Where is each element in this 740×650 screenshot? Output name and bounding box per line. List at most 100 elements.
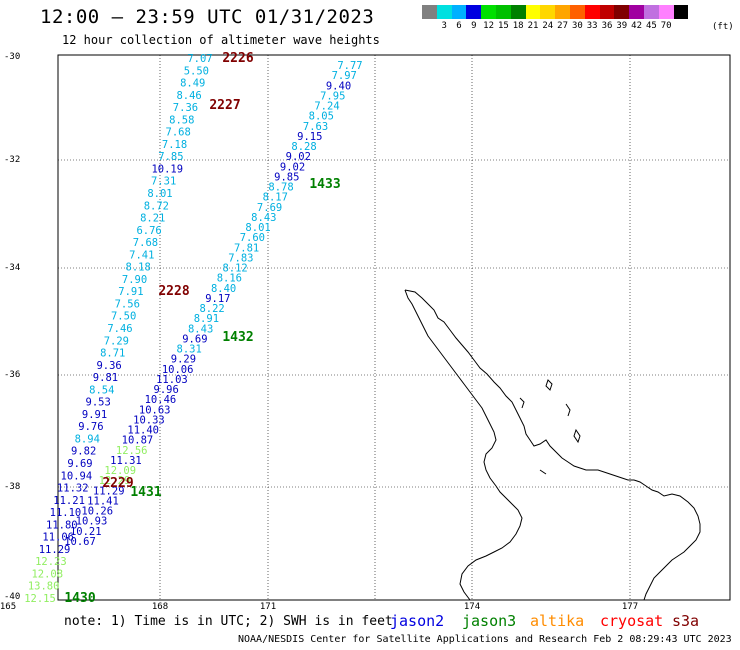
wave-height-value: 8.22 [199, 303, 224, 315]
satellite-jason3: jason3 [462, 612, 517, 630]
wave-height-value: 8.94 [75, 433, 100, 445]
legend-swatch [525, 5, 541, 19]
legend-swatch [495, 5, 511, 19]
legend-swatch [643, 5, 659, 19]
wave-height-value: 8.31 [177, 344, 202, 356]
wave-height-value: 12.56 [116, 445, 148, 457]
wave-height-value: 9.85 [274, 171, 299, 183]
wave-height-value: 9.82 [71, 446, 96, 458]
wave-height-value: 10.93 [76, 516, 108, 528]
legend-label: 36 [601, 21, 613, 31]
legend-label: 42 [631, 21, 643, 31]
pass-time-label: 1432 [222, 330, 253, 345]
coastline-new-zealand [404, 289, 701, 601]
pass-time-label: 1430 [64, 591, 95, 606]
legend-swatch [422, 5, 437, 19]
wave-height-value: 11.32 [57, 483, 89, 495]
wave-height-value: 8.43 [251, 212, 276, 224]
legend-label: 18 [512, 21, 524, 31]
wave-height-value: 12.09 [104, 465, 136, 477]
lat-label: -40 [4, 592, 21, 602]
legend-labels: 3 6 9 12 15 18 21 24 27 30 33 36 39 42 45 70 [422, 19, 688, 33]
legend-swatch [569, 5, 585, 19]
lat-label: -38 [4, 482, 21, 492]
wave-height-value: 8.43 [188, 323, 213, 335]
wave-height-value: 8.12 [222, 263, 247, 275]
legend-label: 27 [557, 21, 569, 31]
wave-height-value: 8.18 [126, 262, 151, 274]
wave-height-value: 5.50 [184, 65, 209, 77]
wave-height-value: 7.68 [166, 127, 191, 139]
legend-label: 39 [616, 21, 628, 31]
wave-height-value: 10.26 [81, 506, 113, 518]
wave-height-value: 12.15 [24, 593, 56, 605]
wave-height-value: 9.69 [67, 458, 92, 470]
color-legend: 3 6 9 12 15 18 21 24 27 30 33 36 39 42 45 70 (ft) [422, 5, 734, 33]
wave-height-value: 8.54 [89, 384, 114, 396]
legend-label: 70 [660, 21, 672, 31]
legend-label: 9 [471, 21, 477, 31]
pass-time-label: 1433 [309, 177, 340, 192]
legend-label: 45 [645, 21, 657, 31]
wave-height-value: 11.10 [50, 507, 82, 519]
wave-height-value: 10.46 [145, 394, 177, 406]
wave-height-value: 7.63 [303, 121, 328, 133]
wave-height-value: 8.72 [144, 200, 169, 212]
satellite-jason2: jason2 [390, 612, 445, 630]
wave-height-value: 7.90 [122, 274, 147, 286]
wave-height-value: 9.81 [93, 372, 118, 384]
wave-height-value: 7.41 [129, 249, 154, 261]
lat-label: -30 [4, 52, 21, 62]
map-frame [57, 54, 731, 601]
wave-height-value: 7.85 [158, 151, 183, 163]
wave-height-value: 9.29 [171, 354, 196, 366]
legend-label: 12 [483, 21, 495, 31]
wave-height-value: 9.91 [82, 409, 107, 421]
note-text: note: 1) Time is in UTC; 2) SWH is in fe… [64, 614, 393, 629]
wave-height-value: 7.91 [118, 286, 143, 298]
wave-height-value: 9.02 [286, 151, 311, 163]
wave-height-value: 10.87 [122, 435, 154, 447]
wave-height-value: 9.53 [86, 397, 111, 409]
legend-swatch [436, 5, 452, 19]
wave-height-value: 10.06 [162, 364, 194, 376]
wave-height-value: 7.83 [228, 252, 253, 264]
wave-height-value: 7.81 [234, 242, 259, 254]
legend-swatch [510, 5, 526, 19]
lon-label: 174 [463, 602, 481, 612]
wave-height-value: 8.46 [176, 90, 201, 102]
wave-height-value: 7.36 [173, 102, 198, 114]
wave-height-value: 9.17 [205, 293, 230, 305]
legend-swatch [451, 5, 467, 19]
legend-swatch [555, 5, 570, 19]
legend-swatch [658, 5, 674, 19]
wave-height-value: 11.80 [46, 519, 78, 531]
legend-swatch [673, 5, 689, 19]
lat-label: -36 [4, 370, 21, 380]
wave-height-value: 7.18 [162, 139, 187, 151]
legend-label: 33 [586, 21, 598, 31]
wave-height-value: 10.67 [64, 536, 96, 548]
wave-height-value: 10.33 [133, 414, 165, 426]
wave-height-value: 8.78 [268, 182, 293, 194]
wave-height-value: 10.19 [151, 163, 183, 175]
satellite-cryosat: cryosat [600, 612, 664, 630]
legend-swatch [599, 5, 615, 19]
wave-height-value: 7.31 [151, 176, 176, 188]
lon-label: 165 [0, 602, 17, 612]
wave-height-value: 9.69 [182, 333, 207, 345]
grid-lines [58, 55, 730, 600]
wave-height-value: 11.40 [127, 425, 159, 437]
legend-label: 30 [571, 21, 583, 31]
wave-height-value: 13.80 [28, 581, 60, 593]
legend-color-bar [422, 5, 689, 19]
wave-height-value: 8.49 [180, 78, 205, 90]
credit-line: NOAA/NESDIS Center for Satellite Applica… [238, 634, 732, 645]
wave-height-value: 8.71 [100, 348, 125, 360]
wave-height-value: 6.76 [136, 225, 161, 237]
wave-height-value: 9.40 [326, 80, 351, 92]
wave-height-value: 11.31 [110, 455, 142, 467]
legend-swatch [540, 5, 556, 19]
legend-label: 15 [497, 21, 509, 31]
wave-height-value: 7.69 [257, 202, 282, 214]
